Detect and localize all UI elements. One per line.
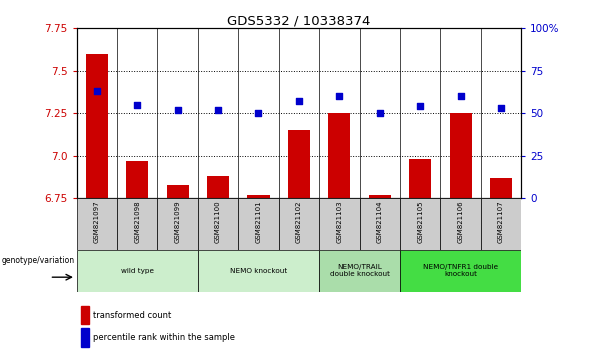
- FancyBboxPatch shape: [279, 198, 319, 250]
- Text: GSM821102: GSM821102: [296, 200, 302, 243]
- FancyBboxPatch shape: [77, 198, 117, 250]
- FancyBboxPatch shape: [441, 198, 481, 250]
- Text: GSM821104: GSM821104: [377, 200, 383, 243]
- Bar: [126, 161, 148, 198]
- FancyBboxPatch shape: [319, 250, 400, 292]
- Point: [497, 105, 506, 111]
- Point: [456, 93, 465, 99]
- Bar: [288, 130, 310, 198]
- Point: [133, 102, 142, 108]
- Text: GSM821098: GSM821098: [134, 200, 140, 243]
- Point: [415, 104, 425, 109]
- Bar: [81, 306, 89, 324]
- Text: NEMO/TNFR1 double
knockout: NEMO/TNFR1 double knockout: [423, 264, 498, 277]
- Bar: [449, 113, 472, 198]
- FancyBboxPatch shape: [117, 198, 157, 250]
- Bar: [490, 178, 512, 198]
- Bar: [328, 113, 350, 198]
- Point: [335, 93, 344, 99]
- Text: GSM821099: GSM821099: [174, 200, 181, 243]
- FancyBboxPatch shape: [400, 198, 441, 250]
- Text: percentile rank within the sample: percentile rank within the sample: [94, 333, 236, 342]
- Point: [294, 98, 304, 104]
- Text: transformed count: transformed count: [94, 310, 172, 320]
- FancyBboxPatch shape: [359, 198, 400, 250]
- Point: [375, 110, 385, 116]
- Text: wild type: wild type: [121, 268, 154, 274]
- FancyBboxPatch shape: [198, 198, 239, 250]
- Bar: [409, 159, 431, 198]
- Bar: [369, 195, 391, 198]
- Text: GSM821101: GSM821101: [256, 200, 262, 243]
- Title: GDS5332 / 10338374: GDS5332 / 10338374: [227, 14, 370, 27]
- Point: [173, 107, 183, 113]
- Point: [213, 107, 223, 113]
- Text: GSM821107: GSM821107: [498, 200, 504, 243]
- FancyBboxPatch shape: [239, 198, 279, 250]
- Text: GSM821106: GSM821106: [458, 200, 464, 243]
- Text: NEMO/TRAIL
double knockout: NEMO/TRAIL double knockout: [330, 264, 389, 277]
- FancyBboxPatch shape: [481, 198, 521, 250]
- Text: genotype/variation: genotype/variation: [2, 256, 75, 265]
- FancyBboxPatch shape: [77, 250, 198, 292]
- FancyBboxPatch shape: [157, 198, 198, 250]
- Point: [254, 110, 263, 116]
- FancyBboxPatch shape: [319, 198, 359, 250]
- Text: GSM821103: GSM821103: [336, 200, 342, 243]
- Bar: [85, 54, 108, 198]
- Point: [92, 88, 101, 94]
- Bar: [81, 329, 89, 347]
- FancyBboxPatch shape: [198, 250, 319, 292]
- Text: GSM821105: GSM821105: [417, 200, 423, 243]
- Text: GSM821100: GSM821100: [215, 200, 221, 243]
- FancyBboxPatch shape: [400, 250, 521, 292]
- Bar: [167, 185, 188, 198]
- Text: GSM821097: GSM821097: [94, 200, 100, 243]
- Text: NEMO knockout: NEMO knockout: [230, 268, 287, 274]
- Bar: [247, 195, 270, 198]
- Bar: [207, 176, 229, 198]
